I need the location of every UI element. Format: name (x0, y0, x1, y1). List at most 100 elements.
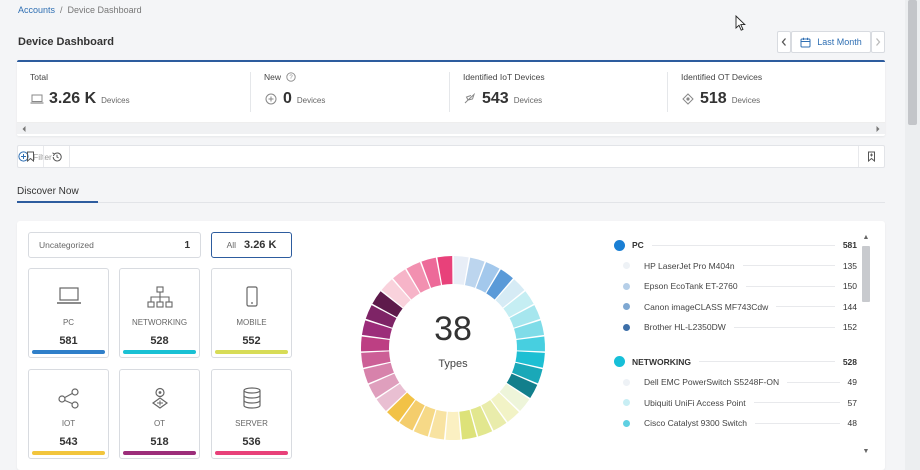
date-prev-button[interactable] (777, 31, 791, 53)
donut-segment[interactable] (421, 257, 442, 288)
donut-segment[interactable] (509, 305, 541, 328)
legend-item-row[interactable]: HP LaserJet Pro M404n 135 (607, 256, 857, 276)
stats-horizontal-scrollbar[interactable] (17, 122, 885, 134)
donut-segment[interactable] (476, 262, 500, 293)
breadcrumb-accounts-link[interactable]: Accounts (18, 5, 56, 15)
stat-unit: Devices (296, 96, 326, 105)
all-devices-filter[interactable]: All 3.26 K (211, 232, 292, 258)
tab-discover-now[interactable]: Discover Now (17, 186, 79, 197)
legend-name: Ubiquiti UniFi Access Point (644, 397, 746, 408)
donut-segment[interactable] (491, 392, 519, 422)
category-card-server[interactable]: SERVER 536 (211, 369, 292, 459)
donut-segment[interactable] (453, 256, 469, 285)
legend-name: NETWORKING (632, 356, 692, 367)
legend-name: Dell EMC PowerSwitch S5248F-ON (644, 377, 780, 387)
donut-segment[interactable] (381, 279, 411, 308)
donut-segment[interactable] (437, 256, 453, 285)
chevron-left-icon (781, 38, 786, 46)
category-card-mobile[interactable]: MOBILE 552 (211, 268, 292, 358)
uncategorized-count: 1 (184, 239, 190, 251)
donut-segment[interactable] (387, 392, 415, 422)
legend-category-row[interactable]: NETWORKING 528 (607, 352, 857, 372)
donut-segment[interactable] (481, 400, 507, 431)
donut-segment[interactable] (361, 351, 391, 368)
donut-segment[interactable] (361, 336, 390, 352)
donut-segment[interactable] (470, 405, 493, 437)
stat-iot[interactable]: Identified IoT Devices 543 Devices (463, 72, 545, 114)
category-color-bar (215, 350, 288, 354)
donut-segment[interactable] (503, 291, 534, 318)
scroll-left-icon[interactable] (21, 125, 27, 133)
legend-item-row[interactable]: Ubiquiti UniFi Access Point 57 (607, 393, 857, 413)
legend-item-row[interactable]: Dell EMC PowerSwitch S5248F-ON 49 (607, 372, 857, 392)
legend-item-row[interactable]: Cisco Catalyst 9300 Switch 48 (607, 413, 857, 433)
add-filter-button[interactable]: Filter (18, 146, 884, 167)
all-count: 3.26 K (244, 239, 277, 251)
category-card-networking[interactable]: NETWORKING 528 (119, 268, 200, 358)
donut-chart[interactable] (353, 248, 553, 448)
filter-input[interactable]: Filter (33, 151, 52, 162)
date-range-button[interactable]: Last Month (791, 31, 871, 53)
category-card-ot[interactable]: OT 518 (119, 369, 200, 459)
donut-segment[interactable] (429, 409, 447, 440)
category-label: SERVER (235, 419, 268, 428)
donut-segment[interactable] (499, 383, 530, 411)
stat-ot[interactable]: Identified OT Devices 518 Devices (681, 72, 762, 114)
legend-scroll-thumb[interactable] (862, 246, 870, 302)
history-button[interactable] (44, 146, 70, 167)
donut-segment[interactable] (515, 351, 545, 368)
category-card-iot[interactable]: IOT 543 (28, 369, 109, 459)
donut-segment[interactable] (464, 257, 485, 288)
legend-item-row[interactable]: Brother HL-L2350DW 152 (607, 317, 857, 337)
donut-segment[interactable] (495, 279, 525, 308)
category-label: OT (153, 419, 166, 428)
legend-item-row[interactable]: Epson EcoTank ET-2760 150 (607, 276, 857, 296)
category-card-pc[interactable]: PC 581 (28, 268, 109, 358)
donut-segment[interactable] (399, 400, 425, 431)
stat-value: 543 (482, 90, 509, 107)
donut-segment[interactable] (361, 320, 392, 339)
scroll-right-icon[interactable] (875, 125, 881, 133)
legend-color-dot (623, 262, 630, 269)
donut-segment[interactable] (413, 405, 436, 437)
laptop-icon (56, 287, 81, 304)
category-color-bar (32, 451, 105, 455)
stat-total[interactable]: Total 3.26 K Devices (30, 72, 130, 114)
donut-segment[interactable] (372, 291, 403, 318)
legend-name: Brother HL-L2350DW (644, 322, 726, 332)
donut-segment[interactable] (445, 411, 461, 440)
legend-leader-line (753, 402, 840, 403)
donut-segment[interactable] (486, 269, 513, 300)
bookmark-button[interactable] (18, 146, 44, 167)
help-icon[interactable]: ? (286, 72, 296, 82)
donut-segment[interactable] (406, 262, 430, 293)
scroll-up-icon[interactable]: ▲ (862, 234, 870, 241)
donut-segment[interactable] (514, 320, 545, 339)
donut-segment[interactable] (459, 409, 477, 440)
category-label: IOT (61, 419, 76, 428)
donut-segment[interactable] (376, 383, 407, 411)
save-filter-button[interactable] (858, 146, 884, 167)
donut-segment[interactable] (506, 373, 538, 399)
legend-scrollbar[interactable]: ▲ ▼ (861, 234, 871, 458)
donut-segment[interactable] (368, 373, 400, 399)
date-next-button[interactable] (871, 31, 885, 53)
scroll-down-icon[interactable]: ▼ (862, 448, 870, 455)
device-types-donut[interactable] (353, 248, 553, 448)
legend-color-dot (614, 239, 625, 251)
uncategorized-filter[interactable]: Uncategorized 1 (28, 232, 201, 258)
legend-name: Epson EcoTank ET-2760 (644, 281, 738, 291)
donut-segment[interactable] (393, 269, 420, 300)
donut-segment[interactable] (363, 362, 394, 384)
page-scroll-thumb[interactable] (908, 0, 917, 125)
donut-segment[interactable] (512, 362, 543, 384)
legend-item-row[interactable]: Canon imageCLASS MF743Cdw 144 (607, 297, 857, 317)
donut-segment[interactable] (516, 336, 545, 352)
legend-category-row[interactable]: PC 581 (607, 235, 857, 255)
donut-segment[interactable] (365, 305, 397, 328)
plus-circle-icon (265, 93, 277, 105)
stat-label: New (264, 72, 282, 82)
stat-new[interactable]: New ? 0 Devices (264, 72, 325, 114)
legend-color-dot (623, 323, 630, 331)
page-scrollbar[interactable] (905, 0, 920, 470)
